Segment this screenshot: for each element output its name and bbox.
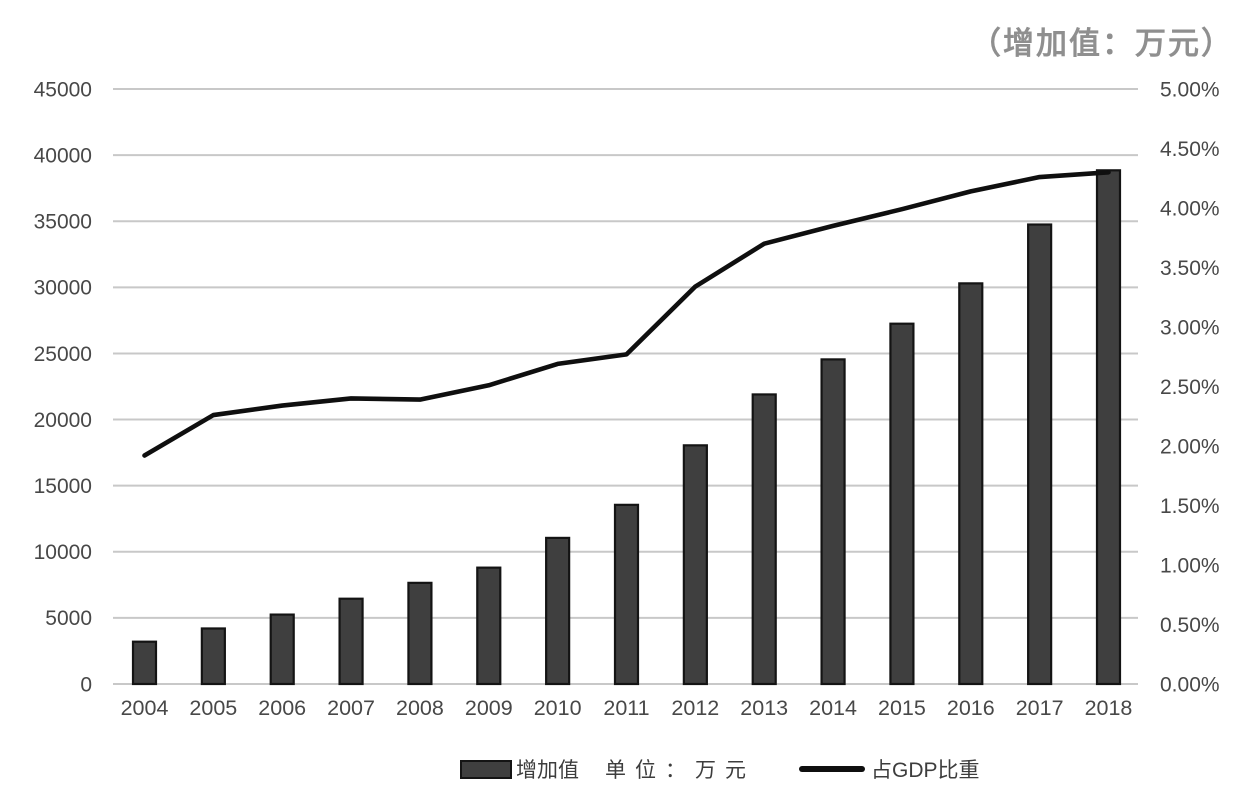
legend-line-label: 占GDP比重 bbox=[871, 759, 980, 782]
x-axis-year-label: 2015 bbox=[878, 696, 926, 720]
x-axis-year-label: 2011 bbox=[603, 696, 649, 720]
left-axis-tick-label: 45000 bbox=[34, 78, 92, 101]
x-axis-year-label: 2009 bbox=[465, 696, 513, 720]
left-axis-tick-label: 25000 bbox=[34, 343, 92, 366]
legend-line-swatch-icon bbox=[799, 766, 865, 772]
x-axis-year-label: 2007 bbox=[327, 696, 375, 720]
bar-2018 bbox=[1095, 169, 1122, 686]
chart-legend: 增加值 单位：万元 占GDP比重 bbox=[460, 754, 980, 784]
left-axis-tick-label: 0 bbox=[80, 673, 92, 696]
x-axis-year-label: 2010 bbox=[534, 696, 582, 720]
bar-2012 bbox=[682, 444, 708, 686]
left-axis-tick-label: 10000 bbox=[34, 541, 92, 564]
gdp-share-line bbox=[142, 170, 1111, 458]
bar-2017 bbox=[1027, 223, 1053, 686]
x-axis-year-label: 2014 bbox=[809, 696, 857, 720]
bar-2011 bbox=[613, 503, 640, 686]
right-axis-tick-label: 4.50% bbox=[1160, 138, 1220, 161]
left-axis-tick-label: 40000 bbox=[34, 144, 92, 167]
right-axis-tick-label: 5.00% bbox=[1160, 78, 1220, 101]
bar-2005 bbox=[200, 627, 226, 686]
bar-2016 bbox=[958, 282, 984, 686]
legend-bar-swatch-icon bbox=[460, 759, 512, 779]
chart-title: （增加值：万元） bbox=[970, 26, 1234, 61]
x-axis-year-label: 2004 bbox=[121, 696, 169, 720]
bar-2004 bbox=[131, 640, 158, 686]
left-axis-tick-label: 30000 bbox=[34, 277, 92, 300]
left-axis-tick-label: 5000 bbox=[45, 607, 92, 630]
right-axis-tick-label: 3.00% bbox=[1160, 316, 1220, 339]
right-axis-tick-label: 2.50% bbox=[1160, 376, 1220, 399]
bar-2007 bbox=[338, 597, 364, 686]
x-axis-year-label: 2006 bbox=[258, 696, 306, 720]
bar-2008 bbox=[407, 581, 433, 686]
right-axis-tick-label: 1.50% bbox=[1160, 495, 1220, 518]
right-axis-tick-label: 1.00% bbox=[1160, 554, 1220, 577]
bar-2009 bbox=[476, 566, 502, 686]
left-axis-tick-label: 35000 bbox=[34, 211, 92, 234]
left-axis-tick-label: 20000 bbox=[34, 409, 92, 432]
x-axis-year-label: 2005 bbox=[189, 696, 237, 720]
legend-unit-label: 单位：万元 bbox=[605, 759, 755, 782]
x-axis-year-label: 2017 bbox=[1016, 696, 1064, 720]
x-axis-year-label: 2013 bbox=[740, 696, 788, 720]
legend-bar-label: 增加值 bbox=[516, 759, 579, 782]
x-axis-year-label: 2018 bbox=[1085, 696, 1133, 720]
bar-2010 bbox=[545, 536, 571, 686]
right-axis-tick-label: 0.00% bbox=[1160, 673, 1220, 696]
left-axis-tick-label: 15000 bbox=[34, 475, 92, 498]
bar-2015 bbox=[889, 322, 915, 686]
bar-2013 bbox=[751, 393, 777, 686]
bar-2006 bbox=[269, 613, 295, 686]
x-axis-year-label: 2012 bbox=[671, 696, 719, 720]
right-axis-tick-label: 3.50% bbox=[1160, 257, 1220, 280]
right-axis-tick-label: 0.50% bbox=[1160, 614, 1220, 637]
bar-2014 bbox=[820, 358, 846, 686]
right-axis-tick-label: 4.00% bbox=[1160, 197, 1220, 220]
x-axis-year-label: 2008 bbox=[396, 696, 444, 720]
x-axis-year-label: 2016 bbox=[947, 696, 995, 720]
right-axis-tick-label: 2.00% bbox=[1160, 435, 1220, 458]
